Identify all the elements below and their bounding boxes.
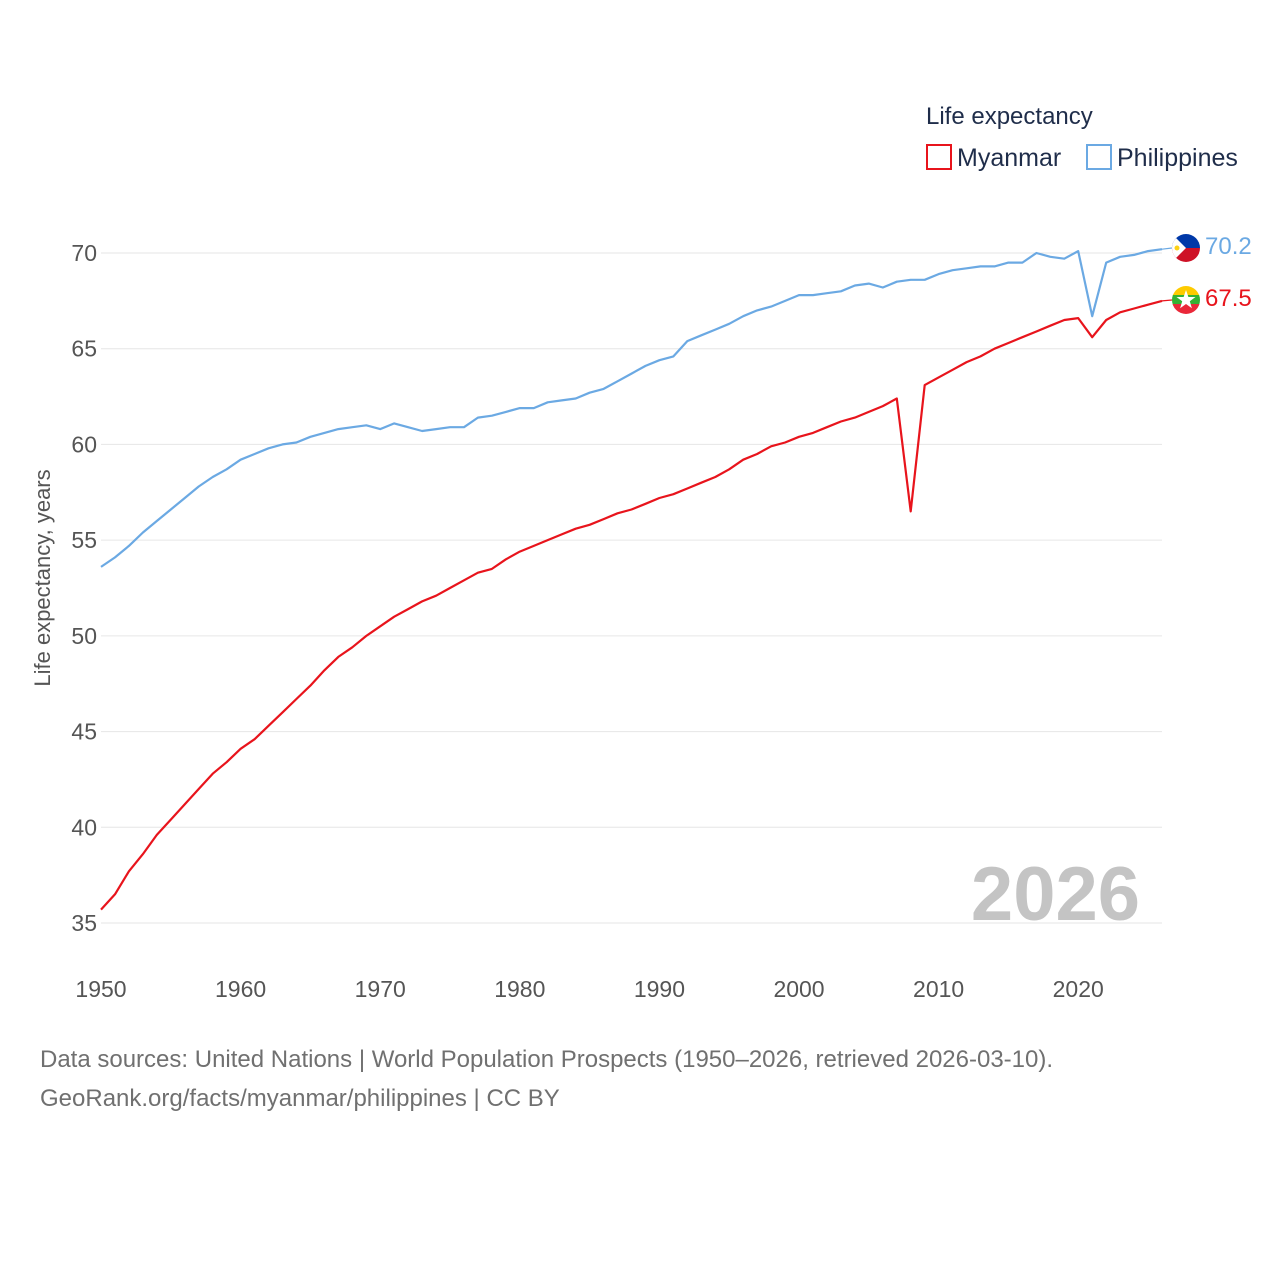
footer: Data sources: United Nations | World Pop… [40, 1040, 1260, 1118]
y-tick-label: 40 [71, 814, 97, 840]
legend-label-philippines[interactable]: Philippines [1117, 144, 1238, 172]
y-tick-label: 35 [71, 910, 97, 936]
series-lines [100, 247, 1173, 911]
legend: Life expectancy Myanmar Philippines [926, 103, 1238, 172]
y-axis-title: Life expectancy, years [30, 469, 55, 686]
y-tick-label: 50 [71, 623, 97, 649]
legend-title: Life expectancy [926, 103, 1093, 130]
end-value-myanmar: 67.5 [1205, 285, 1252, 312]
x-tick-label: 1950 [75, 976, 126, 1002]
y-tick-label: 65 [71, 336, 97, 362]
data-sources-text: Data sources: United Nations | World Pop… [40, 1046, 1054, 1073]
y-tick-label: 45 [71, 719, 97, 745]
x-tick-label: 2000 [773, 976, 824, 1002]
end-connector-myanmar [1161, 299, 1173, 302]
x-tick-label: 2010 [913, 976, 964, 1002]
attribution-text: GeoRank.org/facts/myanmar/philippines | … [40, 1085, 560, 1112]
y-axis-ticks: 35 40 45 50 55 60 65 70 [71, 240, 97, 936]
x-axis-ticks: 1950 1960 1970 1980 1990 2000 2010 2020 [75, 976, 1103, 1002]
legend-label-myanmar[interactable]: Myanmar [957, 144, 1061, 172]
x-tick-label: 1980 [494, 976, 545, 1002]
series-line-philippines[interactable] [100, 248, 1163, 568]
y-tick-label: 55 [71, 527, 97, 553]
series-line-myanmar[interactable] [100, 299, 1163, 911]
end-connector-philippines [1161, 247, 1173, 250]
current-year-watermark: 2026 [971, 852, 1140, 937]
myanmar-flag-icon [1172, 286, 1200, 314]
line-chart: 35 40 45 50 55 60 65 70 1950 1960 1970 1980 1990 200… [30, 103, 1252, 1002]
y-tick-label: 70 [71, 240, 97, 266]
philippines-flag-icon [1172, 234, 1200, 262]
x-tick-label: 1990 [634, 976, 685, 1002]
x-tick-label: 1960 [215, 976, 266, 1002]
x-tick-label: 2020 [1053, 976, 1104, 1002]
end-value-philippines: 70.2 [1205, 233, 1252, 260]
grid-lines [101, 252, 1162, 924]
y-tick-label: 60 [71, 431, 97, 457]
x-tick-label: 1970 [355, 976, 406, 1002]
legend-swatch-philippines[interactable] [1086, 144, 1112, 170]
legend-swatch-myanmar[interactable] [926, 144, 952, 170]
